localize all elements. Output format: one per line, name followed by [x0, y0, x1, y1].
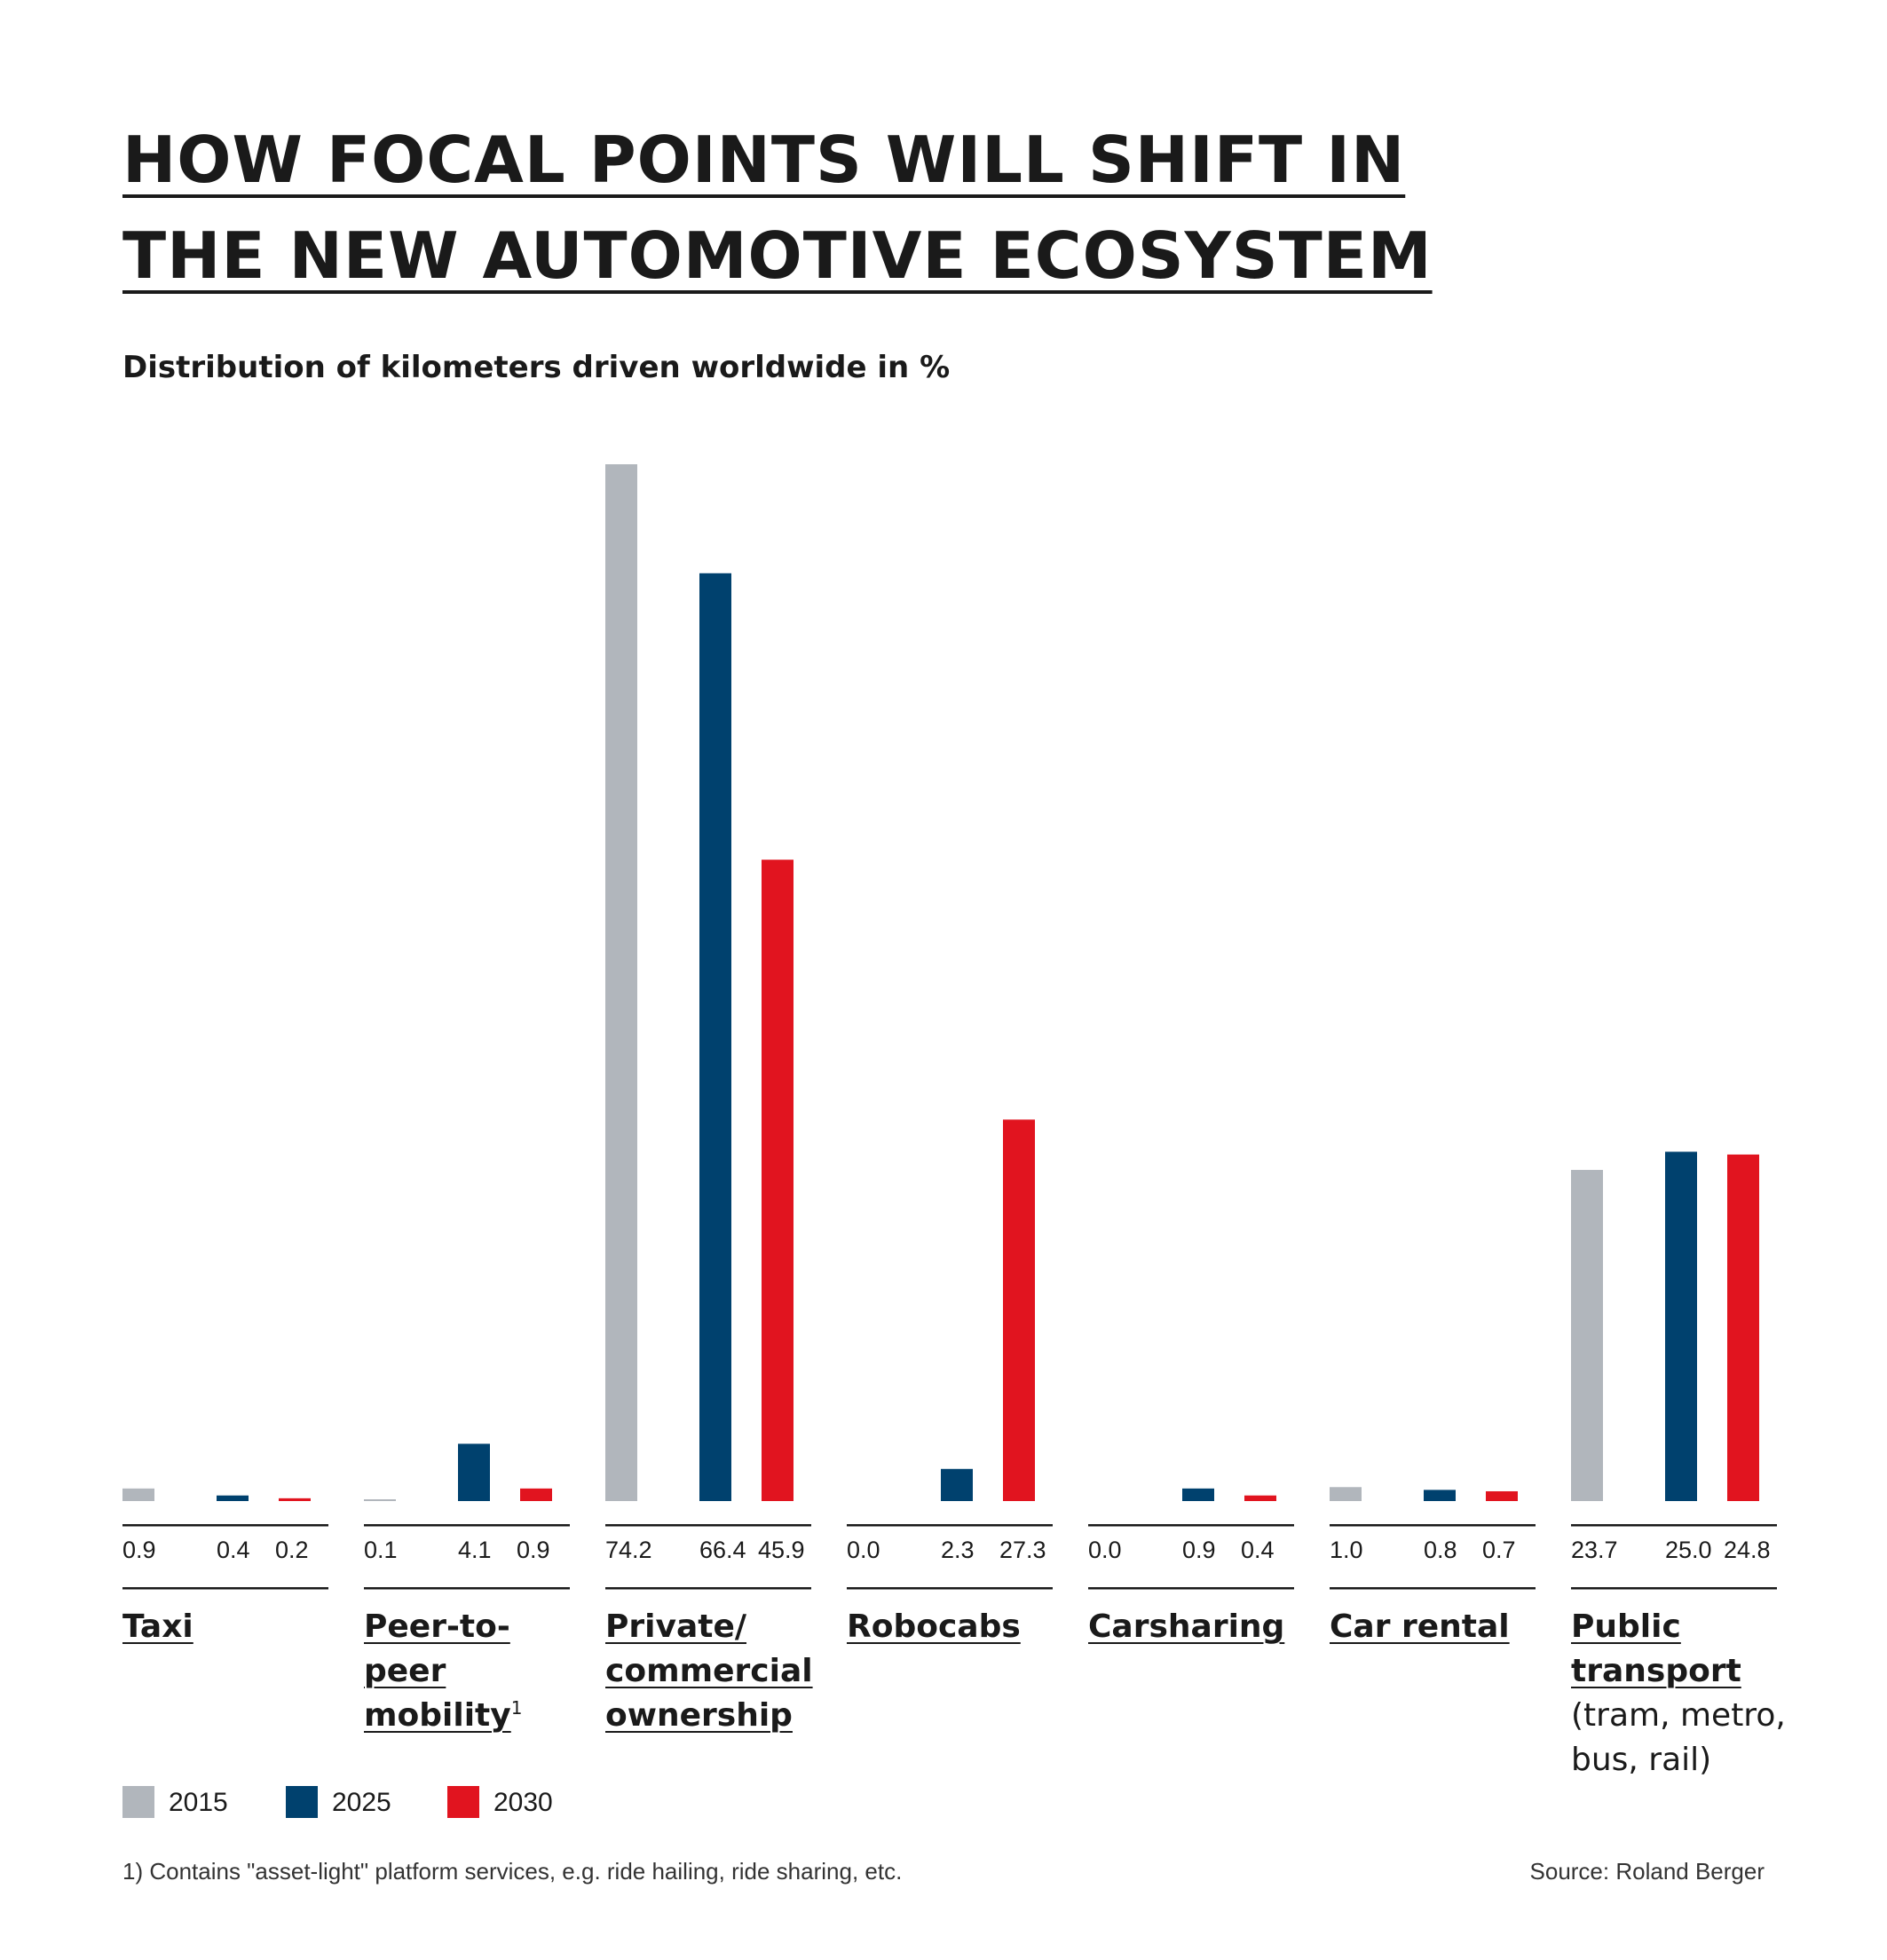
bar-taxi-2030 — [279, 1498, 311, 1501]
category-name: Peer-to-peer mobility — [364, 1608, 511, 1734]
value-label-taxi-2025: 0.4 — [217, 1537, 250, 1563]
bar-group-peer-to-peer-mobility: 0.1 4.1 0.9 — [364, 1443, 570, 1590]
value-label-private-commercial-ownership-2015: 74.2 — [605, 1537, 652, 1563]
value-label-robocabs-2030: 27.3 — [999, 1537, 1046, 1563]
bar-private-commercial-ownership-2025 — [699, 573, 731, 1501]
legend-label-2030: 2030 — [493, 1788, 553, 1817]
category-name: Car rental — [1330, 1608, 1510, 1645]
value-label-carsharing-2015: 0.0 — [1088, 1537, 1122, 1563]
rule-top-car-rental — [1330, 1524, 1536, 1527]
bar-taxi-2025 — [217, 1495, 249, 1501]
value-label-robocabs-2015: 0.0 — [847, 1537, 880, 1563]
rule-bottom-peer-to-peer-mobility — [364, 1587, 570, 1590]
category-name: Public transport — [1571, 1608, 1741, 1689]
bar-public-transport-2025 — [1665, 1151, 1697, 1501]
legend-label-2025: 2025 — [332, 1788, 391, 1817]
value-label-private-commercial-ownership-2025: 66.4 — [699, 1537, 746, 1563]
legend-swatch-2015 — [122, 1786, 154, 1818]
bar-car-rental-2025 — [1424, 1490, 1456, 1501]
value-label-private-commercial-ownership-2030: 45.9 — [758, 1537, 805, 1563]
bar-public-transport-2015 — [1571, 1169, 1603, 1501]
value-label-peer-to-peer-mobility-2015: 0.1 — [364, 1537, 398, 1563]
category-name: Private/ commercial ownership — [605, 1608, 813, 1734]
bar-carsharing-2025 — [1182, 1488, 1214, 1501]
rule-top-carsharing — [1088, 1524, 1294, 1527]
source-note: Source: Roland Berger — [1529, 1858, 1765, 1885]
rule-bottom-robocabs — [847, 1587, 1053, 1590]
bar-public-transport-2030 — [1727, 1154, 1759, 1501]
bar-group-carsharing: 0.0 0.9 0.4 — [1088, 1488, 1294, 1590]
bar-peer-to-peer-mobility-2030 — [520, 1488, 552, 1501]
value-label-car-rental-2015: 1.0 — [1330, 1537, 1363, 1563]
category-label-car-rental: Car rental — [1330, 1605, 1551, 1649]
rule-top-taxi — [122, 1524, 328, 1527]
legend-swatch-2025 — [286, 1786, 318, 1818]
footnote: 1) Contains "asset-light" platform servi… — [122, 1858, 903, 1885]
category-name: Robocabs — [847, 1608, 1021, 1645]
category-note: (tram, metro, bus, rail) — [1571, 1697, 1786, 1778]
value-label-robocabs-2025: 2.3 — [941, 1537, 975, 1563]
bar-group-taxi: 0.9 0.4 0.2 — [122, 1488, 328, 1590]
bar-peer-to-peer-mobility-2015 — [364, 1499, 396, 1501]
value-label-carsharing-2030: 0.4 — [1241, 1537, 1275, 1563]
bar-car-rental-2015 — [1330, 1487, 1362, 1501]
value-label-carsharing-2025: 0.9 — [1182, 1537, 1216, 1563]
bar-group-robocabs: 0.0 2.3 27.3 — [847, 1119, 1053, 1590]
rule-top-private-commercial-ownership — [605, 1524, 811, 1527]
legend-swatch-2030 — [447, 1786, 479, 1818]
rule-bottom-taxi — [122, 1587, 328, 1590]
bar-carsharing-2030 — [1244, 1495, 1276, 1501]
rule-bottom-public-transport — [1571, 1587, 1777, 1590]
category-label-public-transport: Public transport (tram, metro, bus, rail) — [1571, 1605, 1793, 1782]
bar-robocabs-2030 — [1003, 1119, 1035, 1501]
value-label-peer-to-peer-mobility-2025: 4.1 — [458, 1537, 492, 1563]
bar-group-private-commercial-ownership: 74.2 66.4 45.9 — [605, 464, 811, 1590]
rule-top-public-transport — [1571, 1524, 1777, 1527]
bar-private-commercial-ownership-2015 — [605, 464, 637, 1501]
rule-top-peer-to-peer-mobility — [364, 1524, 570, 1527]
bar-group-public-transport: 23.7 25.0 24.8 — [1571, 1151, 1777, 1590]
value-label-taxi-2015: 0.9 — [122, 1537, 156, 1563]
chart-title-line-2: THE NEW AUTOMOTIVE ECOSYSTEM — [122, 218, 1433, 293]
rule-bottom-car-rental — [1330, 1587, 1536, 1590]
bar-private-commercial-ownership-2030 — [762, 859, 793, 1501]
footnote-marker: 1 — [510, 1697, 523, 1719]
category-label-robocabs: Robocabs — [847, 1605, 1069, 1649]
chart-subtitle: Distribution of kilometers driven worldw… — [122, 350, 951, 385]
rule-bottom-private-commercial-ownership — [605, 1587, 811, 1590]
rule-bottom-carsharing — [1088, 1587, 1294, 1590]
bar-peer-to-peer-mobility-2025 — [458, 1443, 490, 1501]
category-label-private-commercial-ownership: Private/ commercial ownership — [605, 1605, 827, 1738]
category-label-carsharing: Carsharing — [1088, 1605, 1310, 1649]
category-label-peer-to-peer-mobility: Peer-to-peer mobility1 — [364, 1605, 586, 1738]
value-label-public-transport-2025: 25.0 — [1665, 1537, 1712, 1563]
value-label-peer-to-peer-mobility-2030: 0.9 — [517, 1537, 550, 1563]
category-name: Taxi — [122, 1608, 193, 1645]
value-label-car-rental-2025: 0.8 — [1424, 1537, 1457, 1563]
bar-taxi-2015 — [122, 1488, 154, 1501]
value-label-taxi-2030: 0.2 — [275, 1537, 309, 1563]
chart-title-line-1: HOW FOCAL POINTS WILL SHIFT IN — [122, 122, 1406, 197]
value-label-public-transport-2015: 23.7 — [1571, 1537, 1618, 1563]
category-label-taxi: Taxi — [122, 1605, 344, 1649]
value-label-car-rental-2030: 0.7 — [1482, 1537, 1516, 1563]
rule-top-robocabs — [847, 1524, 1053, 1527]
legend-label-2015: 2015 — [169, 1788, 228, 1817]
category-name: Carsharing — [1088, 1608, 1285, 1645]
bar-robocabs-2025 — [941, 1468, 973, 1501]
bar-car-rental-2030 — [1486, 1490, 1518, 1501]
value-label-public-transport-2030: 24.8 — [1724, 1537, 1771, 1563]
bar-group-car-rental: 1.0 0.8 0.7 — [1330, 1487, 1536, 1590]
